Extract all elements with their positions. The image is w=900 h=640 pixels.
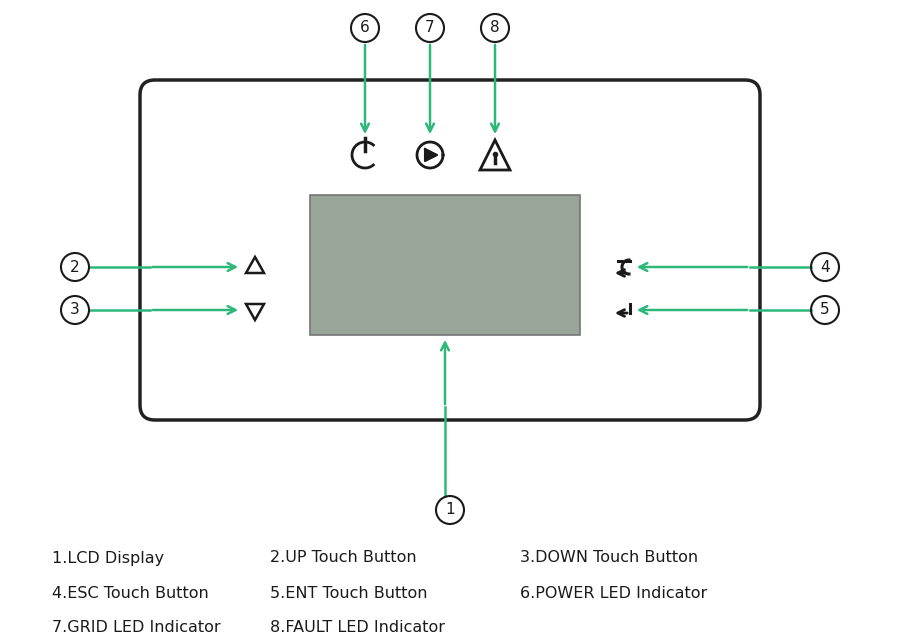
Bar — [310, 195, 580, 335]
Polygon shape — [425, 149, 437, 161]
Text: 8: 8 — [491, 20, 500, 35]
Text: 4.ESC Touch Button: 4.ESC Touch Button — [52, 586, 209, 600]
Text: 2.UP Touch Button: 2.UP Touch Button — [270, 550, 417, 566]
Text: 1: 1 — [446, 502, 454, 518]
Text: 1.LCD Display: 1.LCD Display — [52, 550, 164, 566]
Text: 3: 3 — [70, 303, 80, 317]
Text: 6.POWER LED Indicator: 6.POWER LED Indicator — [520, 586, 707, 600]
FancyBboxPatch shape — [140, 80, 760, 420]
Text: 3.DOWN Touch Button: 3.DOWN Touch Button — [520, 550, 698, 566]
Text: 2: 2 — [70, 259, 80, 275]
Text: 8.FAULT LED Indicator: 8.FAULT LED Indicator — [270, 621, 445, 636]
Text: 7: 7 — [425, 20, 435, 35]
Text: 6: 6 — [360, 20, 370, 35]
Text: 5.ENT Touch Button: 5.ENT Touch Button — [270, 586, 428, 600]
Text: 5: 5 — [820, 303, 830, 317]
Text: 4: 4 — [820, 259, 830, 275]
Text: 7.GRID LED Indicator: 7.GRID LED Indicator — [52, 621, 220, 636]
